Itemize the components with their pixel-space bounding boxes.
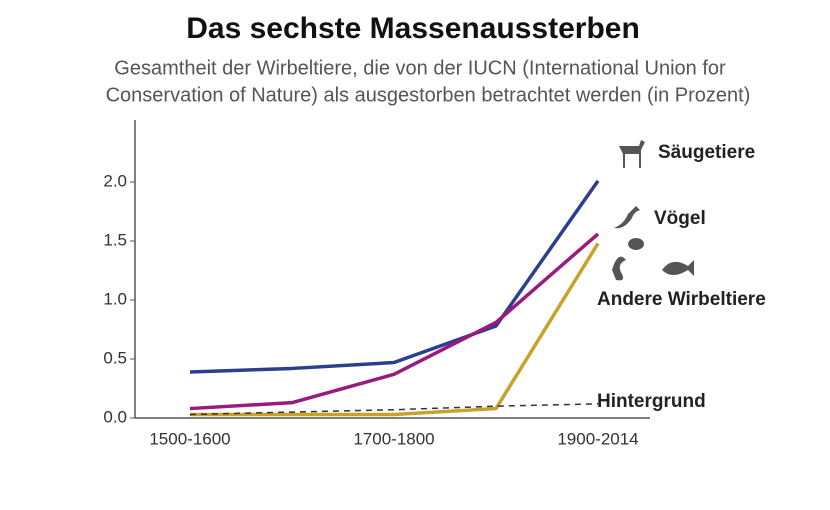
series-label: Vögel — [654, 208, 706, 229]
series-line — [190, 242, 600, 417]
bird-icon — [614, 206, 640, 229]
y-tick-label: 0.0 — [103, 407, 127, 426]
reptile-fish-icon — [612, 238, 694, 281]
deer-icon — [615, 138, 645, 168]
series-line — [189, 179, 600, 374]
icons — [612, 138, 694, 281]
series-line — [189, 232, 600, 411]
series-label: Andere Wirbeltiere — [597, 289, 766, 310]
y-tick-label: 1.5 — [103, 230, 127, 249]
chart-subtitle: Gesamtheit der Wirbeltiere, die von der … — [114, 57, 726, 79]
series-label: Säugetiere — [658, 142, 755, 163]
y-tick-label: 1.0 — [103, 289, 127, 308]
series-line — [189, 403, 599, 416]
chart-title: Das sechste Massenaussterben — [186, 12, 640, 45]
chart-subtitle: Conservation of Nature) als ausgestorben… — [106, 84, 751, 106]
series-label: Hintergrund — [597, 391, 706, 412]
y-tick-label: 0.5 — [103, 348, 127, 367]
x-tick-label: 1500-1600 — [149, 429, 230, 448]
x-tick-label: 1700-1800 — [353, 429, 434, 448]
y-tick-label: 2.0 — [103, 171, 127, 190]
x-tick-label: 1900-2014 — [557, 429, 638, 448]
